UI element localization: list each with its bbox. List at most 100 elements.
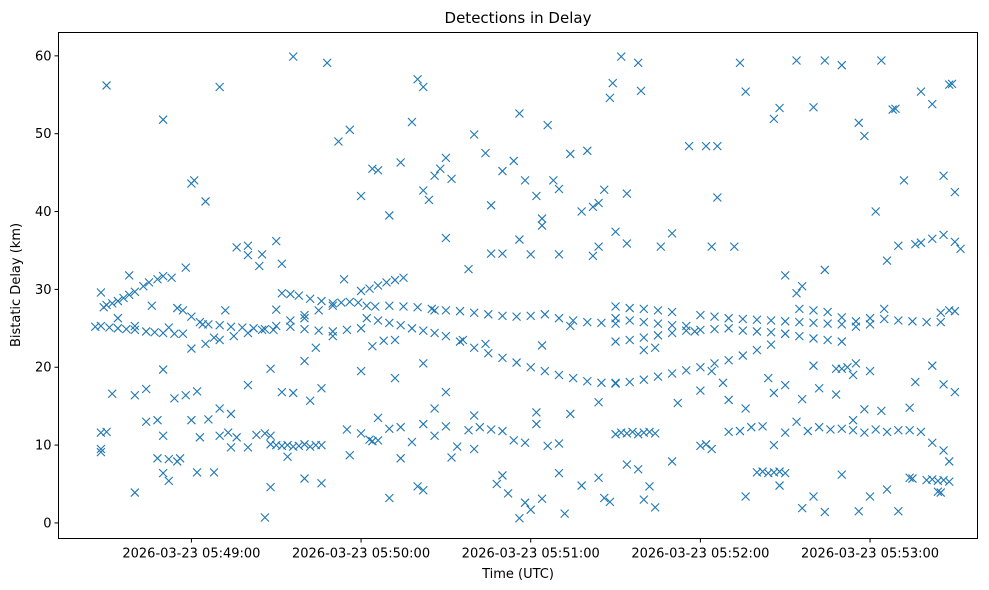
data-point	[876, 56, 886, 65]
data-point	[285, 316, 295, 325]
data-point	[424, 195, 434, 205]
data-point	[831, 390, 841, 399]
data-point	[936, 308, 946, 318]
data-point	[526, 249, 536, 259]
data-point	[223, 428, 233, 438]
data-point	[314, 326, 324, 336]
data-point	[537, 221, 547, 230]
data-point	[645, 427, 654, 437]
data-point	[851, 322, 861, 332]
data-point	[752, 345, 762, 355]
data-point	[837, 424, 847, 434]
data-point	[905, 425, 915, 435]
data-point	[342, 425, 352, 434]
y-tick-label: 30	[35, 283, 52, 298]
data-point	[611, 302, 620, 311]
y-tick-label: 50	[35, 127, 52, 142]
data-point	[893, 241, 903, 251]
data-point	[300, 356, 309, 366]
data-point	[455, 337, 465, 346]
data-point	[823, 307, 833, 317]
data-point	[639, 304, 649, 314]
data-point	[215, 82, 225, 92]
data-point	[653, 319, 663, 329]
data-point	[483, 348, 493, 358]
data-point	[724, 427, 734, 437]
data-point	[441, 422, 451, 431]
data-point	[608, 78, 618, 88]
data-point	[684, 141, 694, 151]
data-point	[373, 413, 383, 423]
data-point	[956, 244, 965, 254]
data-point	[158, 115, 168, 125]
data-point	[594, 242, 603, 251]
data-point	[90, 322, 100, 332]
data-point	[243, 250, 253, 260]
data-point	[509, 156, 519, 166]
data-point	[865, 313, 875, 323]
data-point	[232, 432, 242, 442]
data-point	[201, 339, 210, 349]
data-point	[729, 242, 739, 251]
data-point	[611, 337, 620, 346]
data-point	[520, 498, 530, 508]
data-point	[888, 105, 898, 114]
data-point	[141, 327, 151, 336]
data-point	[837, 470, 847, 480]
data-point	[865, 320, 875, 329]
data-point	[260, 324, 270, 334]
data-point	[130, 287, 140, 297]
data-point	[269, 325, 278, 335]
data-point	[441, 306, 451, 315]
data-point	[820, 507, 830, 517]
data-point	[775, 467, 784, 476]
data-point	[837, 60, 847, 70]
data-point	[766, 327, 776, 337]
data-point	[568, 373, 578, 383]
data-point	[780, 468, 790, 478]
data-point	[503, 488, 513, 498]
y-tick-label: 10	[35, 439, 52, 454]
data-point	[336, 298, 346, 308]
data-point	[317, 296, 326, 306]
data-point	[865, 492, 875, 501]
data-point	[628, 427, 637, 437]
data-point	[498, 311, 507, 321]
data-point	[96, 447, 106, 457]
data-point	[908, 316, 917, 326]
data-point	[588, 251, 598, 261]
data-point	[418, 326, 428, 336]
data-point	[690, 327, 700, 336]
data-point	[543, 120, 553, 130]
chart-title: Detections in Delay	[445, 9, 592, 27]
data-point	[121, 324, 131, 334]
data-point	[605, 497, 615, 507]
data-point	[243, 241, 253, 251]
data-point	[418, 485, 428, 495]
data-point	[277, 387, 287, 397]
data-point	[588, 202, 598, 212]
data-point	[645, 481, 654, 491]
data-point	[305, 396, 315, 406]
data-point	[498, 166, 507, 176]
y-tick-label: 20	[35, 361, 52, 376]
data-point	[582, 376, 592, 386]
data-point	[653, 330, 663, 340]
data-point	[565, 409, 575, 419]
data-point	[625, 335, 635, 345]
data-point	[848, 415, 858, 425]
data-point	[96, 444, 106, 454]
x-tick-label: 2026-03-23 05:52:00	[631, 547, 769, 562]
data-point	[667, 457, 677, 466]
data-point	[794, 304, 804, 314]
data-point	[229, 331, 239, 341]
data-point	[232, 242, 242, 252]
data-point	[158, 271, 168, 281]
data-point	[175, 453, 185, 463]
data-point	[780, 329, 790, 339]
data-point	[413, 302, 423, 312]
data-point	[209, 467, 219, 477]
data-point	[475, 422, 485, 432]
data-point	[780, 270, 790, 280]
data-point	[294, 291, 304, 301]
